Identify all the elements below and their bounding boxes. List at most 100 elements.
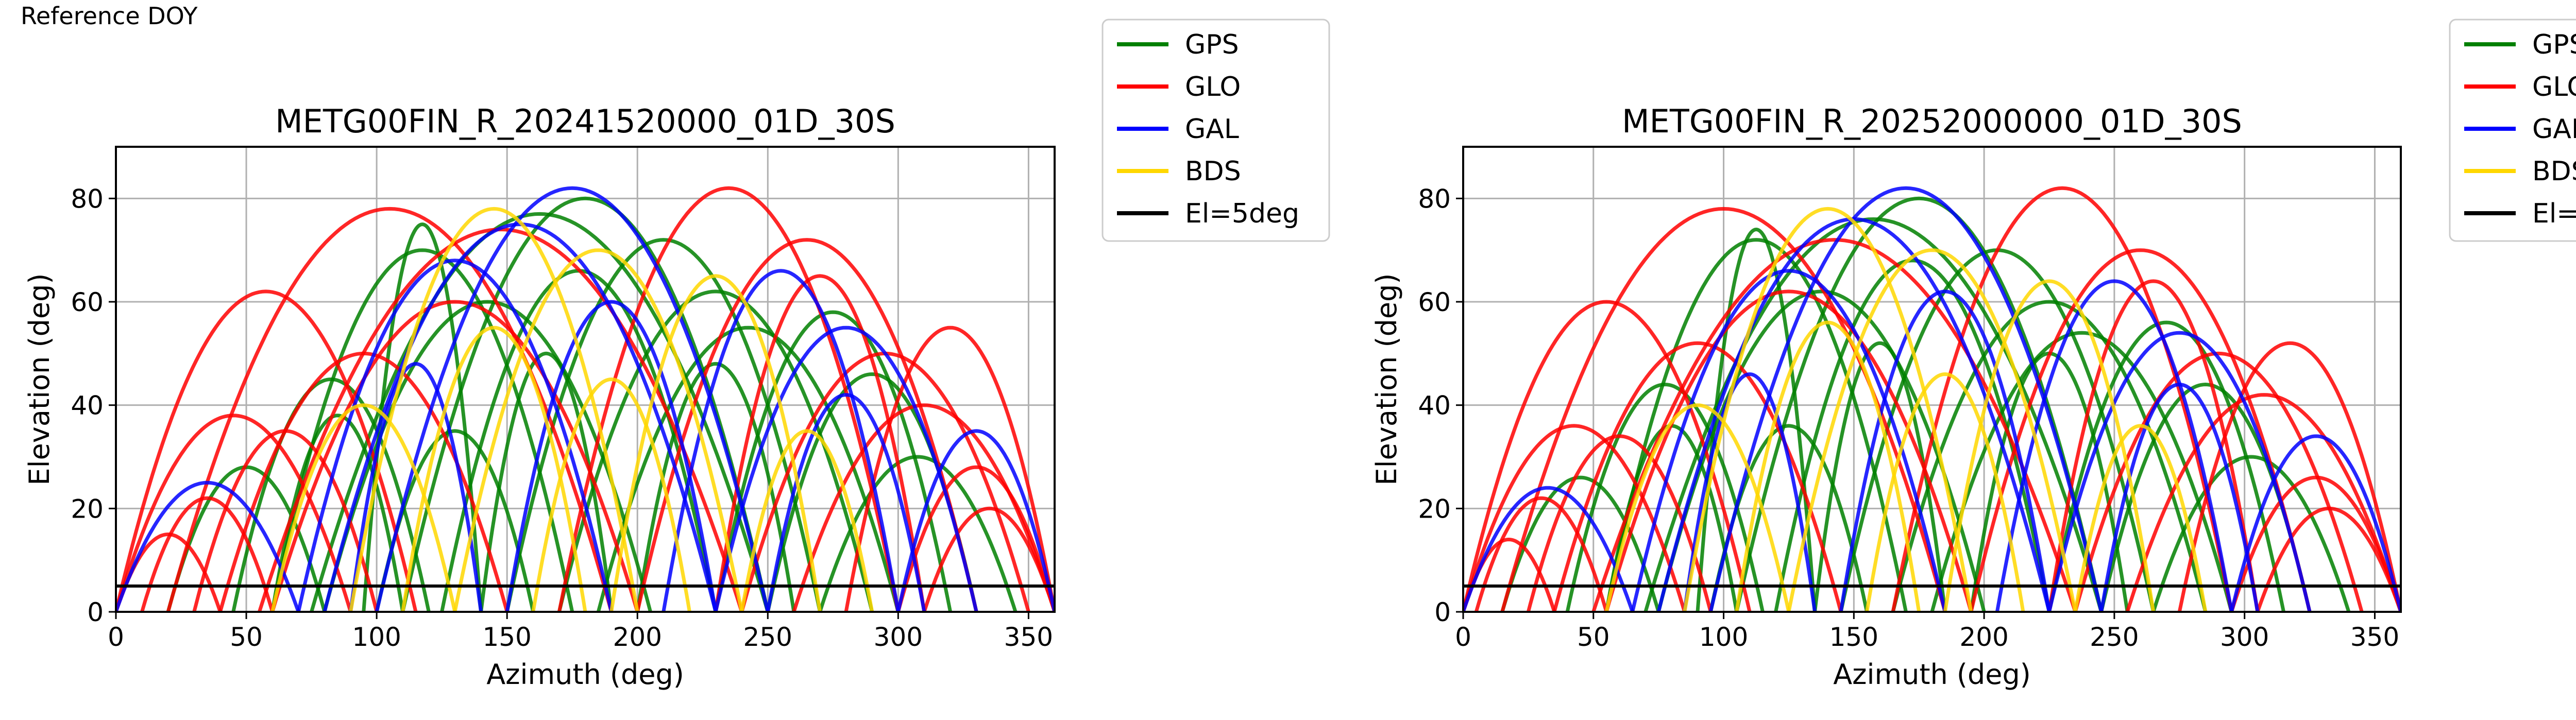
y-tick-label: 0 xyxy=(87,597,104,627)
series-gal xyxy=(1463,186,2401,612)
x-tick-label: 250 xyxy=(2090,622,2139,652)
satellite-arc xyxy=(2177,341,2401,612)
satellite-arc xyxy=(1604,289,1973,612)
legend-entry: GLO xyxy=(1185,72,1241,102)
satellite-arc xyxy=(505,300,718,612)
satellite-arc xyxy=(766,393,926,612)
satellite-arc xyxy=(2073,351,2364,612)
satellite-arc xyxy=(714,310,953,612)
satellite-arc xyxy=(401,196,770,612)
satellite-arc xyxy=(740,429,874,612)
y-tick-label: 20 xyxy=(1418,494,1451,524)
satellite-arc xyxy=(1865,372,2025,612)
legend-entry: El=5deg xyxy=(2532,198,2576,229)
y-tick-label: 20 xyxy=(71,494,104,524)
x-tick-label: 100 xyxy=(1699,622,1748,652)
series-bds xyxy=(1604,207,2208,612)
y-tick-label: 60 xyxy=(1418,287,1451,317)
satellite-arc xyxy=(1774,259,2051,612)
legend-entry: GPS xyxy=(2532,29,2576,60)
x-axis-label: Azimuth (deg) xyxy=(486,658,684,691)
plot-area xyxy=(1463,186,2401,612)
legend-entry: GPS xyxy=(1185,29,1239,60)
satellite-arc xyxy=(1930,331,2233,612)
satellite-arc xyxy=(2099,382,2260,612)
satellite-arc xyxy=(1463,424,1687,612)
satellite-arc xyxy=(1787,248,2077,612)
satellite-arc xyxy=(557,186,900,612)
satellite-arc xyxy=(2151,455,2351,612)
satellite-arc xyxy=(2125,393,2401,612)
series-bds xyxy=(270,207,874,612)
y-tick-label: 40 xyxy=(71,391,104,421)
satellite-arc xyxy=(349,207,639,612)
skyplot-panel-2: 0 50 100 150 200 250 300 350 0 20 40 60 80 METG00FIN_… xyxy=(1370,19,2576,691)
reference-doy-label: Reference DOY xyxy=(21,2,198,30)
chart-title: METG00FIN_R_20252000000_01D_30S xyxy=(1622,102,2242,140)
satellite-arc xyxy=(116,414,352,612)
x-tick-label: 0 xyxy=(108,622,124,652)
x-tick-label: 150 xyxy=(1829,622,1878,652)
y-tick-label: 80 xyxy=(71,184,104,214)
satellite-arc xyxy=(1735,196,2104,612)
x-tick-label: 300 xyxy=(2220,622,2269,652)
legend-entry: BDS xyxy=(2532,156,2576,187)
y-axis-label: Elevation (deg) xyxy=(23,273,56,486)
axes-frame xyxy=(1462,146,2402,613)
legend-entry: GAL xyxy=(1185,114,1239,145)
satellite-arc xyxy=(1527,434,1713,612)
satellite-arc xyxy=(1643,217,2103,612)
legend-entry: El=5deg xyxy=(1185,198,1299,229)
satellite-arc xyxy=(1604,238,1908,612)
satellite-arc xyxy=(270,414,405,612)
x-tick-label: 200 xyxy=(613,622,662,652)
satellite-arc xyxy=(1708,186,2104,612)
satellite-arc xyxy=(1943,279,2156,612)
axes-frame xyxy=(115,146,1056,613)
x-tick-label: 0 xyxy=(1455,622,1471,652)
satellite-arc xyxy=(1656,217,2051,612)
satellite-arc xyxy=(922,506,1055,612)
plot-area xyxy=(116,186,1055,612)
y-tick-label: 40 xyxy=(1418,391,1451,421)
satellite-arc xyxy=(1631,269,1947,612)
legend-entry: BDS xyxy=(1185,156,1241,187)
satellite-arc xyxy=(401,325,587,612)
satellite-arc xyxy=(2229,434,2401,612)
x-tick-label: 100 xyxy=(352,622,401,652)
satellite-arc xyxy=(1995,279,2233,612)
x-tick-label: 50 xyxy=(230,622,263,652)
y-tick-label: 80 xyxy=(1418,184,1451,214)
legend-box xyxy=(1101,19,1330,242)
satellite-arc xyxy=(116,289,418,612)
satellite-arc xyxy=(375,186,770,612)
x-tick-label: 300 xyxy=(874,622,923,652)
satellite-arc xyxy=(296,259,614,612)
satellite-arc xyxy=(2047,320,2285,612)
legend-entry: GLO xyxy=(2532,72,2576,102)
satellite-arc xyxy=(2047,331,2312,612)
satellite-arc xyxy=(844,325,1055,612)
satellite-arc xyxy=(453,248,744,612)
legend-entry: GAL xyxy=(2532,114,2576,145)
satellite-arc xyxy=(270,300,639,612)
satellite-arc xyxy=(635,362,796,612)
x-tick-label: 350 xyxy=(2350,622,2399,652)
satellite-arc xyxy=(2073,424,2208,612)
satellite-arc xyxy=(1463,300,1752,612)
satellite-arc xyxy=(1591,238,2077,612)
satellite-arc xyxy=(714,274,926,612)
satellite-arc xyxy=(310,212,770,612)
x-tick-label: 50 xyxy=(1577,622,1610,652)
satellite-arc xyxy=(531,377,691,612)
legend: GPS GLO GAL BDS El=5deg xyxy=(1101,19,1330,242)
satellite-arc xyxy=(1552,341,1843,612)
legend: GPS GLO GAL BDS El=5deg xyxy=(2449,19,2576,242)
y-axis-label: Elevation (deg) xyxy=(1370,273,1403,486)
satellite-arc xyxy=(349,362,483,612)
x-tick-label: 350 xyxy=(1004,622,1053,652)
satellite-arc xyxy=(1463,486,1634,612)
satellite-arc xyxy=(1839,289,2051,612)
skyplot-panel-1: 0 50 100 150 200 250 300 350 0 20 40 60 80 METG00FIN_… xyxy=(23,19,1330,691)
